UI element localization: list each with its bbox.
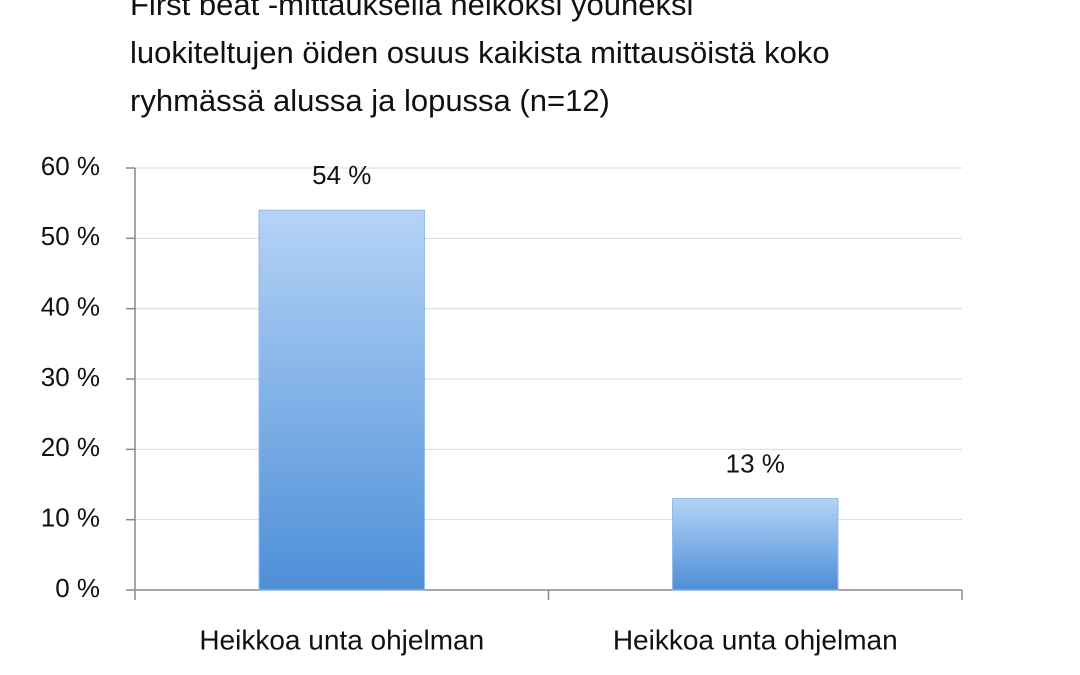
chart-title: ryhmässä alussa ja lopussa (n=12)	[130, 83, 610, 118]
value-label: 54 %	[312, 160, 371, 190]
y-tick-label: 30 %	[41, 362, 100, 392]
x-tick-label: Heikkoa unta ohjelman	[613, 624, 898, 655]
bar	[258, 209, 425, 591]
y-tick-label: 50 %	[41, 221, 100, 251]
y-tick-label: 20 %	[41, 432, 100, 462]
y-tick-label: 40 %	[41, 292, 100, 322]
y-tick-label: 10 %	[41, 503, 100, 533]
chart-title: luokiteltujen öiden osuus kaikista mitta…	[130, 35, 830, 70]
chart-title: First beat -mittauksella heikoksi yöunek…	[130, 0, 693, 22]
x-tick-label: Heikkoa unta ohjelman	[199, 624, 484, 655]
y-tick-label: 60 %	[41, 151, 100, 181]
value-label: 13 %	[726, 448, 785, 478]
bar	[672, 498, 839, 591]
y-tick-label: 0 %	[55, 573, 100, 603]
